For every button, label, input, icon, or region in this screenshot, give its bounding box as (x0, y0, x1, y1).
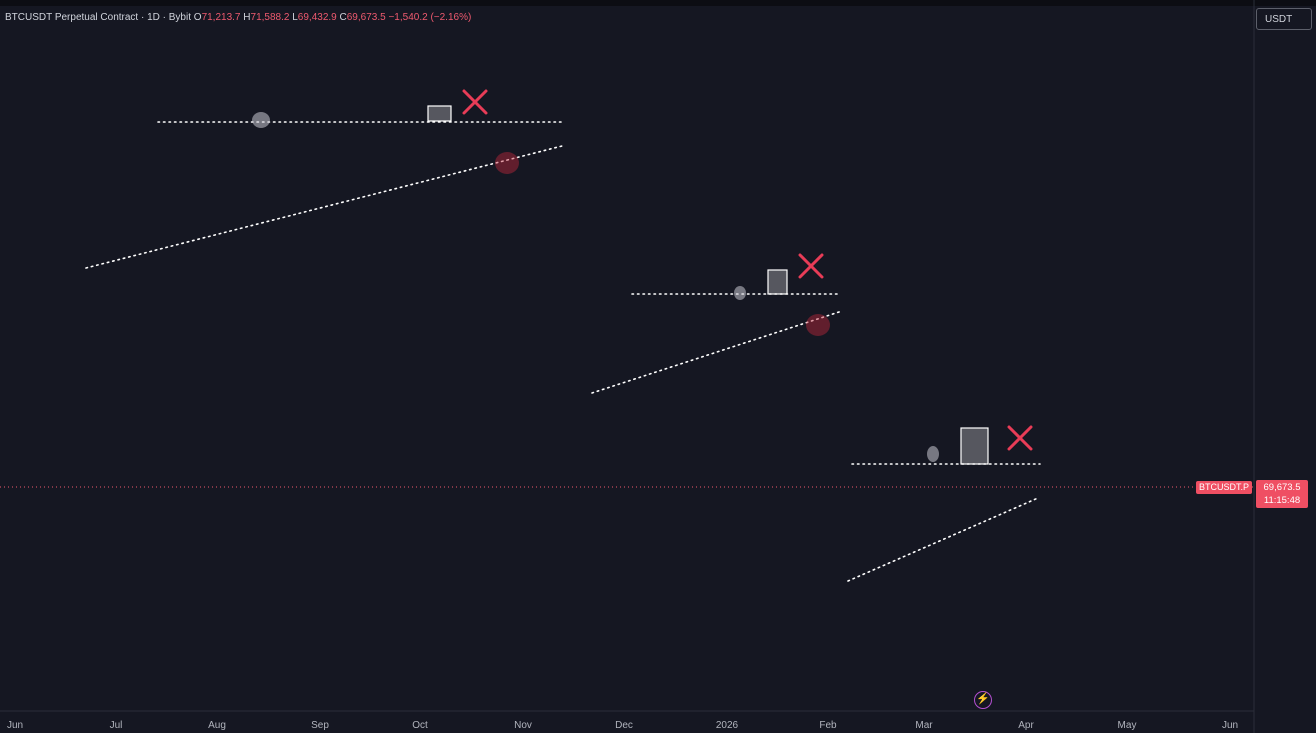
last-price: 69,673.5 (1263, 482, 1301, 493)
support-line-3[interactable] (847, 497, 1039, 582)
touch-marker-2[interactable] (734, 286, 746, 300)
annotations (85, 89, 1041, 582)
time-tick-label: Jul (110, 720, 123, 731)
break-marker-1[interactable] (495, 152, 519, 174)
time-tick-label: Oct (412, 720, 428, 731)
time-tick-label: Nov (514, 720, 532, 731)
symbol-legend: BTCUSDT Perpetual Contract · 1D · Bybit … (5, 12, 471, 23)
touch-marker-1[interactable] (252, 112, 270, 128)
highlight-box-3[interactable] (960, 427, 989, 465)
break-marker-2[interactable] (806, 314, 830, 336)
open-value: 71,213.7 (201, 12, 241, 23)
top-toolbar-strip (0, 0, 1316, 6)
symbol-name[interactable]: BTCUSDT Perpetual Contract · 1D · Bybit (5, 12, 191, 23)
time-axis: Jun Jul Aug Sep Oct Nov Dec 2026 Feb Mar Apr May Jun (7, 720, 1238, 731)
ticker-price-label: BTCUSDT.P (1196, 481, 1252, 494)
lightning-icon[interactable]: ⚡ (974, 691, 992, 709)
cross-stroke (462, 89, 488, 115)
highlight-box-2[interactable] (767, 269, 788, 295)
highlight-box-1[interactable] (427, 105, 452, 122)
time-tick-label: Jun (7, 720, 23, 731)
time-tick-label: 2026 (716, 720, 739, 731)
touch-marker-3[interactable] (927, 446, 939, 462)
last-price-box: 69,673.5 11:15:48 (1256, 480, 1308, 508)
time-tick-label: May (1118, 720, 1137, 731)
cross-stroke (798, 253, 824, 279)
low-value: 69,432.9 (297, 12, 337, 23)
time-tick-label: Mar (915, 720, 933, 731)
time-tick-label: Aug (208, 720, 226, 731)
support-line-2[interactable] (591, 310, 843, 394)
open-label: O (193, 12, 202, 23)
high-value: 71,588.2 (250, 12, 290, 23)
x-mark-icon[interactable] (798, 253, 824, 279)
high-label: H (243, 12, 251, 23)
close-label: C (339, 12, 347, 23)
support-line-1[interactable] (85, 145, 563, 269)
time-tick-label: Feb (819, 720, 837, 731)
time-tick-label: Sep (311, 720, 329, 731)
currency-button[interactable]: USDT (1256, 8, 1312, 30)
x-mark-icon[interactable] (1007, 425, 1033, 451)
low-label: L (292, 12, 298, 23)
x-mark-icon[interactable] (462, 89, 488, 115)
time-tick-label: Jun (1222, 720, 1238, 731)
change-value: −1,540.2 (−2.16%) (388, 12, 472, 23)
bar-countdown: 11:15:48 (1263, 495, 1301, 506)
cross-stroke (1007, 425, 1033, 451)
time-tick-label: Dec (615, 720, 633, 731)
close-value: 69,673.5 (346, 12, 386, 23)
time-tick-label: Apr (1018, 720, 1034, 731)
